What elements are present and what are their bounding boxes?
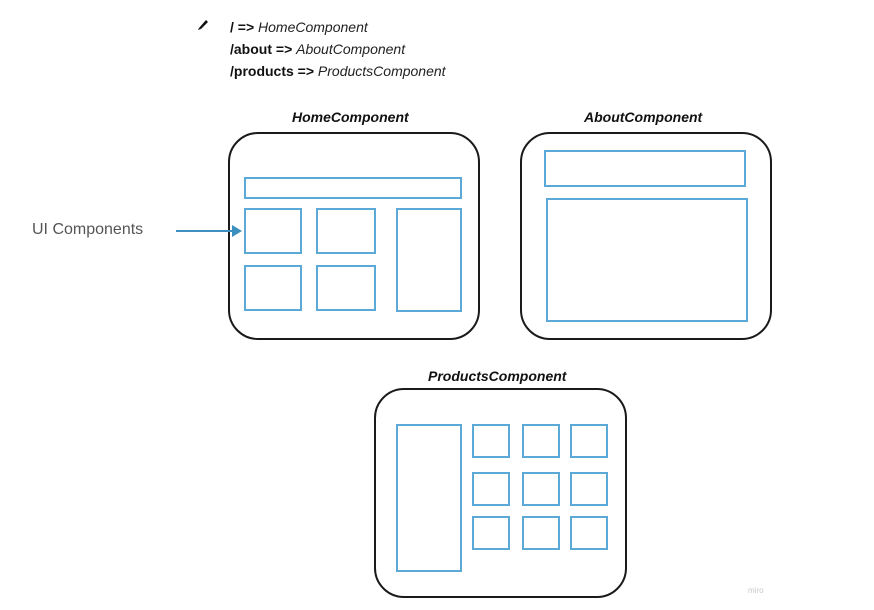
ui-box (544, 150, 746, 187)
ui-box (522, 472, 560, 506)
ui-box (570, 516, 608, 550)
watermark-logo: miro (748, 586, 764, 595)
route-arrow: => (297, 63, 315, 79)
ui-box (316, 265, 376, 311)
route-list: / => HomeComponent /about => AboutCompon… (230, 16, 446, 82)
route-home: / => HomeComponent (230, 16, 446, 38)
ui-box (522, 516, 560, 550)
ui-box (570, 472, 608, 506)
products-component-title: ProductsComponent (428, 368, 567, 384)
ui-components-label: UI Components (32, 221, 144, 238)
route-path: /about (230, 41, 272, 57)
route-arrow: => (275, 41, 293, 57)
ui-box (570, 424, 608, 458)
ui-box (472, 424, 510, 458)
home-component-title: HomeComponent (292, 109, 409, 125)
ui-box (396, 208, 462, 312)
ui-box (522, 424, 560, 458)
products-component-frame (374, 388, 627, 598)
arrow-head-icon (232, 225, 242, 237)
route-path: /products (230, 63, 294, 79)
ui-box (472, 516, 510, 550)
home-component-frame (228, 132, 480, 340)
route-arrow: => (237, 19, 255, 35)
ui-box (244, 265, 302, 311)
ui-box (244, 177, 462, 199)
route-component: ProductsComponent (317, 63, 446, 79)
pencil-icon (198, 20, 208, 30)
route-component: HomeComponent (258, 19, 368, 35)
about-component-title: AboutComponent (584, 109, 703, 125)
ui-box (546, 198, 748, 322)
about-component-frame (520, 132, 772, 340)
ui-box (244, 208, 302, 254)
route-about: /about => AboutComponent (230, 38, 446, 60)
route-component: AboutComponent (296, 41, 406, 57)
ui-components-arrow (176, 230, 234, 232)
route-path: / (230, 19, 234, 35)
ui-box (472, 472, 510, 506)
route-products: /products => ProductsComponent (230, 60, 446, 82)
ui-box (316, 208, 376, 254)
ui-box (396, 424, 462, 572)
